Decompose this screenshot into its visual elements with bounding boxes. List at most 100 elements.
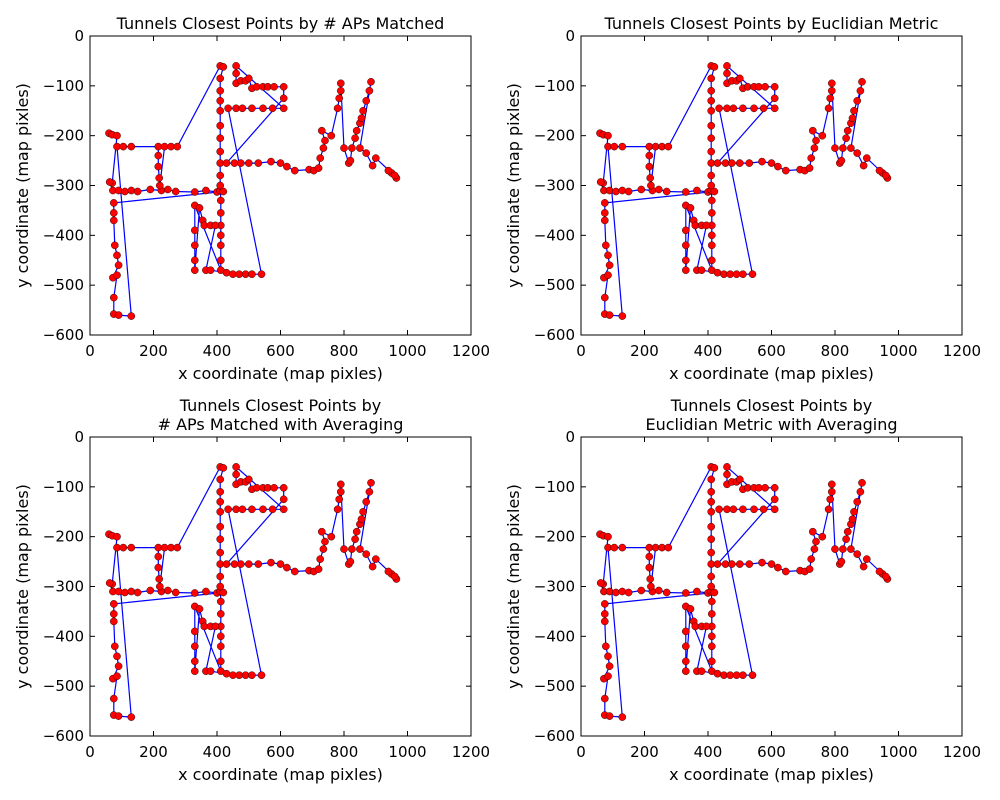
data-point bbox=[605, 311, 614, 319]
data-point bbox=[770, 94, 779, 103]
x-axis-label: x coordinate (map pixles) bbox=[178, 765, 383, 784]
data-point bbox=[713, 560, 722, 568]
data-point bbox=[707, 107, 716, 115]
data-point bbox=[826, 495, 835, 504]
data-point bbox=[596, 579, 605, 587]
data-point bbox=[708, 256, 716, 265]
data-point bbox=[190, 256, 199, 265]
data-point bbox=[248, 671, 256, 680]
y-tick-label: −300 bbox=[534, 177, 575, 195]
data-point bbox=[317, 126, 326, 135]
x-tick-label: 600 bbox=[266, 342, 295, 360]
data-point bbox=[190, 241, 199, 250]
data-point bbox=[216, 487, 224, 496]
data-point bbox=[219, 588, 228, 597]
data-point bbox=[216, 522, 224, 531]
y-tick-label: 0 bbox=[565, 27, 575, 45]
data-point bbox=[359, 507, 367, 516]
x-tick-label: 800 bbox=[821, 743, 850, 761]
y-tick-label: −600 bbox=[534, 326, 575, 344]
data-point bbox=[708, 231, 716, 240]
data-point bbox=[113, 131, 121, 140]
y-tick-label: −500 bbox=[534, 677, 575, 695]
data-point bbox=[774, 162, 782, 171]
data-point bbox=[758, 558, 766, 567]
data-point bbox=[682, 256, 690, 265]
y-tick-label: −200 bbox=[43, 528, 84, 546]
data-point bbox=[853, 550, 862, 558]
x-tick-label: 600 bbox=[266, 743, 295, 761]
data-point bbox=[244, 560, 253, 568]
data-point bbox=[761, 483, 769, 492]
data-point bbox=[767, 560, 776, 568]
data-point bbox=[707, 171, 716, 180]
data-point bbox=[859, 161, 868, 170]
data-point bbox=[646, 575, 655, 583]
data-point bbox=[195, 204, 204, 212]
data-point bbox=[707, 507, 716, 516]
x-tick-label: 1200 bbox=[943, 342, 981, 360]
y-tick-label: 0 bbox=[74, 428, 84, 446]
data-point bbox=[723, 463, 731, 471]
chart-panel-1: 0 200 400 600 800 1000 1200 0 −100 −200 −300 −400 −5… bbox=[13, 14, 490, 383]
data-point bbox=[707, 134, 716, 142]
data-point bbox=[707, 74, 716, 83]
x-tick-label: 200 bbox=[139, 342, 168, 360]
data-point bbox=[390, 572, 399, 581]
data-point bbox=[824, 505, 833, 514]
data-point bbox=[723, 69, 731, 78]
chart-panel-3: 0 200 400 600 800 1000 1200 0 −100 −200 −300 −400 −5… bbox=[13, 396, 490, 784]
data-point bbox=[236, 560, 245, 568]
y-tick-label: −500 bbox=[43, 677, 84, 695]
data-point bbox=[618, 312, 627, 320]
data-point bbox=[618, 713, 627, 721]
chart-title: Tunnels Closest Points by bbox=[670, 396, 873, 415]
data-point bbox=[316, 555, 325, 563]
data-point bbox=[190, 657, 199, 666]
data-point bbox=[357, 515, 366, 524]
data-point bbox=[847, 545, 855, 553]
data-point bbox=[604, 131, 612, 140]
data-point bbox=[340, 144, 348, 152]
data-point bbox=[605, 587, 614, 596]
data-point bbox=[384, 166, 393, 175]
data-point bbox=[736, 74, 744, 83]
data-point bbox=[739, 505, 747, 514]
data-point bbox=[236, 159, 245, 167]
data-point bbox=[346, 557, 355, 566]
data-point bbox=[655, 586, 663, 595]
data-point bbox=[216, 231, 225, 240]
data-point bbox=[605, 662, 614, 671]
data-point bbox=[154, 151, 163, 160]
data-point bbox=[662, 187, 671, 196]
data-point bbox=[348, 545, 356, 553]
data-point bbox=[351, 535, 359, 544]
data-point bbox=[693, 186, 701, 195]
data-point bbox=[155, 181, 164, 190]
plot-area bbox=[90, 36, 471, 335]
data-point bbox=[664, 142, 673, 151]
data-point bbox=[268, 104, 277, 113]
data-point bbox=[211, 221, 220, 230]
data-point bbox=[190, 642, 199, 651]
data-point bbox=[655, 185, 663, 194]
data-point bbox=[222, 159, 231, 167]
data-point bbox=[171, 187, 180, 196]
data-point bbox=[745, 159, 754, 167]
data-point bbox=[782, 166, 790, 175]
data-point bbox=[750, 104, 758, 113]
data-point bbox=[113, 251, 121, 260]
data-point bbox=[837, 156, 846, 165]
data-point bbox=[612, 187, 620, 196]
chart-title: Tunnels Closest Points by Euclidian Metr… bbox=[604, 14, 939, 33]
data-point bbox=[708, 196, 716, 205]
data-point bbox=[618, 142, 627, 151]
data-point bbox=[154, 162, 163, 171]
data-point bbox=[127, 543, 136, 552]
data-point bbox=[244, 159, 253, 167]
data-point bbox=[127, 312, 136, 320]
data-point bbox=[357, 114, 366, 122]
data-point bbox=[637, 586, 646, 595]
data-point bbox=[216, 241, 225, 250]
data-point bbox=[736, 475, 744, 484]
